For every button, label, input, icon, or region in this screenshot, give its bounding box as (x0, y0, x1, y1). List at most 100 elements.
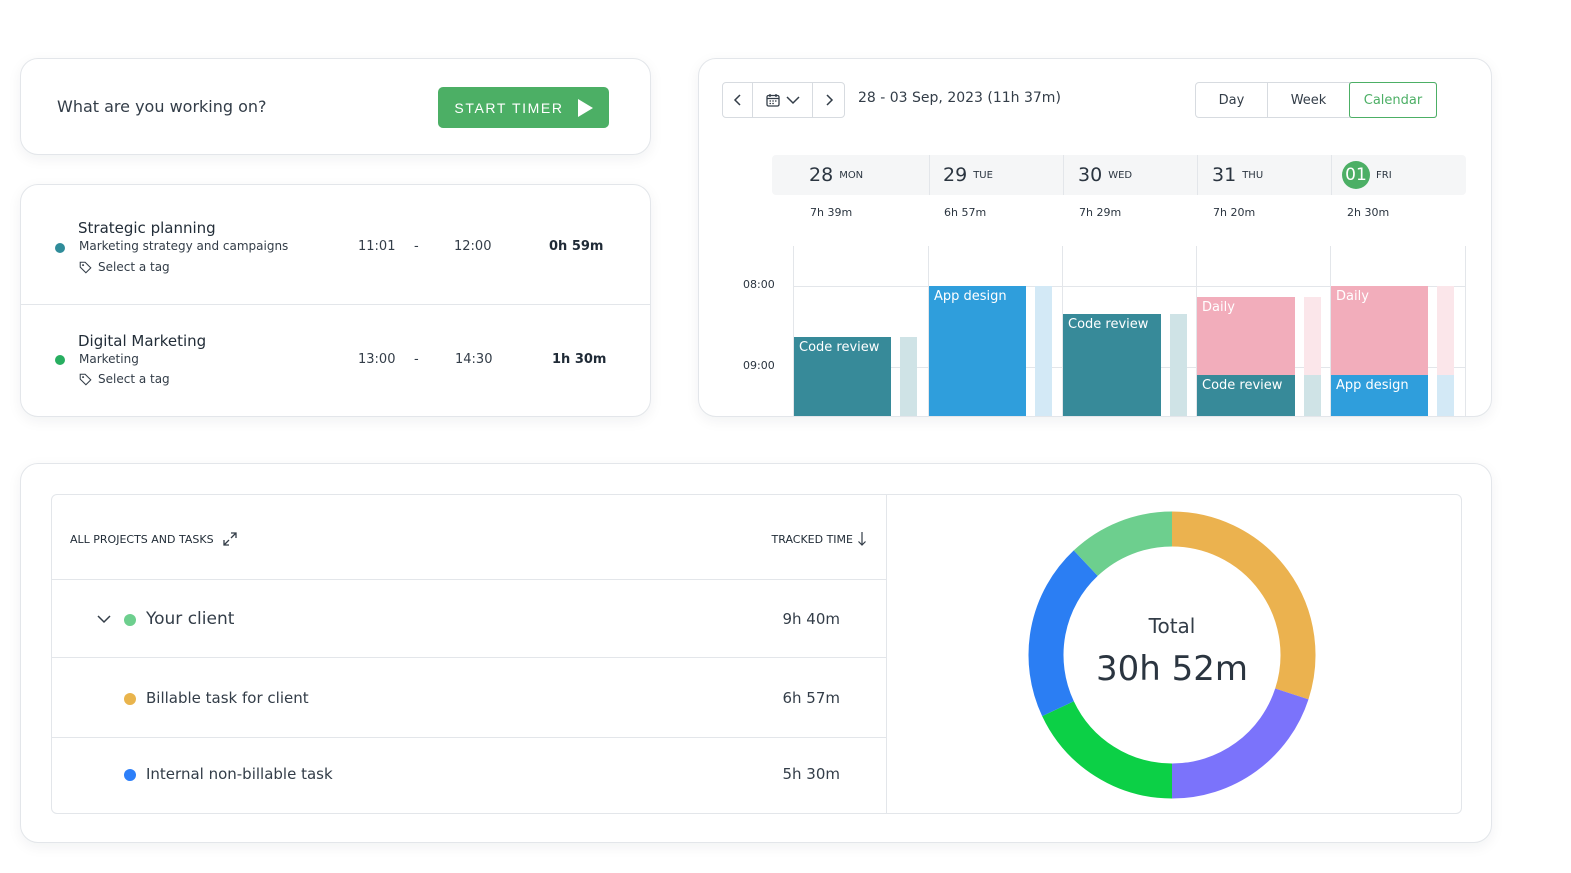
planned-time-block (900, 337, 917, 416)
tag-selector[interactable]: Select a tag (79, 260, 170, 274)
day-separator (1063, 155, 1064, 195)
entry-end-time[interactable]: 12:00 (454, 239, 492, 254)
row-time: 6h 57m (782, 689, 840, 707)
report-panel: ALL PROJECTS AND TASKS TRACKED TIME Your… (51, 494, 1462, 814)
previous-week-button[interactable] (723, 83, 753, 117)
day-header-thu[interactable]: 31 THU (1212, 155, 1263, 195)
time-separator: - (414, 239, 419, 254)
day-total: 7h 20m (1213, 206, 1256, 219)
timer-bar: What are you working on? START TIMER (20, 58, 651, 155)
grid-column-line (793, 246, 794, 416)
entry-start-time[interactable]: 13:00 (358, 352, 396, 367)
donut-total-value: 30h 52m (1095, 649, 1248, 689)
time-entry-block[interactable]: App design (1331, 375, 1428, 416)
day-total: 2h 30m (1347, 206, 1390, 219)
entry-duration[interactable]: 1h 30m (552, 352, 607, 367)
planned-time-block (1035, 286, 1052, 416)
table-row[interactable]: Internal non-billable task 5h 30m (52, 738, 887, 813)
grid-column-line (1062, 246, 1063, 416)
tag-icon (79, 373, 92, 386)
day-header-fri[interactable]: 01 FRI (1342, 155, 1392, 195)
weekday-label: WED (1108, 169, 1133, 181)
chevron-left-icon (733, 94, 741, 106)
entry-duration[interactable]: 0h 59m (549, 239, 604, 254)
planned-time-block (1170, 314, 1187, 416)
time-entry-block[interactable]: Daily (1331, 286, 1428, 376)
day-number: 31 (1212, 164, 1237, 186)
next-week-button[interactable] (813, 83, 844, 117)
day-number: 29 (943, 164, 968, 186)
tag-label: Select a tag (98, 260, 170, 274)
grid-column-line (928, 246, 929, 416)
table-header: ALL PROJECTS AND TASKS TRACKED TIME (52, 495, 887, 580)
donut-slice-0[interactable] (1171, 511, 1316, 700)
view-week-button[interactable]: Week (1268, 83, 1350, 117)
task-color-dot (124, 693, 136, 705)
hour-label: 08:00 (743, 278, 775, 291)
donut-slice-4[interactable] (1073, 511, 1173, 577)
time-entry-block[interactable]: Code review (1197, 375, 1295, 416)
date-navigator (722, 82, 845, 118)
planned-time-block (1437, 375, 1454, 416)
date-picker-button[interactable] (753, 83, 813, 117)
time-entry-block[interactable]: Code review (1063, 314, 1161, 416)
time-entry-block[interactable]: App design (929, 286, 1026, 416)
start-timer-button[interactable]: START TIMER (438, 87, 609, 128)
day-separator (1331, 155, 1332, 195)
entry-end-time[interactable]: 14:30 (455, 352, 493, 367)
column-header-tracked-time[interactable]: TRACKED TIME (772, 531, 867, 547)
column-header-projects: ALL PROJECTS AND TASKS (70, 531, 238, 547)
entry-project[interactable]: Marketing (79, 352, 139, 366)
day-number: 30 (1078, 164, 1103, 186)
day-header-mon[interactable]: 28 MON (809, 155, 863, 195)
grid-hour-line (793, 286, 1465, 287)
play-icon (577, 98, 593, 117)
start-timer-label: START TIMER (454, 99, 564, 116)
time-entries-list: Strategic planning Marketing strategy an… (20, 184, 651, 417)
table-row-group[interactable]: Your client 9h 40m (52, 580, 887, 658)
time-separator: - (414, 352, 419, 367)
tag-selector[interactable]: Select a tag (79, 372, 170, 386)
planned-time-block (1304, 296, 1321, 376)
day-header-wed[interactable]: 30 WED (1078, 155, 1132, 195)
row-label: Internal non-billable task (146, 765, 333, 783)
donut-slice-2[interactable] (1042, 700, 1173, 799)
time-entry[interactable]: Strategic planning Marketing strategy an… (21, 185, 650, 301)
today-date: 01 (1342, 161, 1370, 189)
sort-arrow-down-icon (858, 532, 866, 546)
chevron-down-icon (785, 96, 800, 105)
donut-svg (1028, 511, 1316, 799)
weekday-label: FRI (1376, 169, 1392, 181)
grid-column-line (1465, 246, 1466, 416)
donut-slice-3[interactable] (1028, 550, 1099, 717)
timer-description-input[interactable]: What are you working on? (57, 97, 267, 116)
day-header-tue[interactable]: 29 TUE (943, 155, 993, 195)
donut-slice-1[interactable] (1171, 688, 1309, 799)
entry-title[interactable]: Strategic planning (78, 219, 216, 237)
day-separator (929, 155, 930, 195)
project-color-dot (55, 355, 65, 365)
view-day-button[interactable]: Day (1196, 83, 1268, 117)
entry-project[interactable]: Marketing strategy and campaigns (79, 239, 289, 253)
entry-title[interactable]: Digital Marketing (78, 332, 207, 350)
weekday-label: THU (1242, 169, 1264, 181)
date-range-label: 28 - 03 Sep, 2023 (11h 37m) (858, 90, 1061, 106)
column-header-tracked-time-label: TRACKED TIME (771, 532, 853, 546)
hour-label: 09:00 (743, 359, 775, 372)
chevron-down-icon[interactable] (97, 614, 111, 624)
time-entry[interactable]: Digital Marketing Marketing Select a tag… (21, 304, 650, 416)
calendar-panel: 28 - 03 Sep, 2023 (11h 37m) Day Week Cal… (698, 58, 1492, 417)
time-entry-block[interactable]: Code review (794, 337, 891, 416)
donut-total-label: Total (1148, 614, 1196, 638)
expand-icon[interactable] (222, 531, 238, 547)
weekday-label: TUE (973, 169, 993, 181)
table-row[interactable]: Billable task for client 6h 57m (52, 658, 887, 738)
view-calendar-button[interactable]: Calendar (1349, 82, 1437, 118)
view-switcher: Day Week Calendar (1195, 82, 1437, 118)
entry-start-time[interactable]: 11:01 (358, 239, 396, 254)
day-total: 7h 39m (810, 206, 853, 219)
client-color-dot (124, 614, 136, 626)
row-label: Billable task for client (146, 689, 309, 707)
projects-table: ALL PROJECTS AND TASKS TRACKED TIME Your… (52, 495, 887, 813)
time-entry-block[interactable]: Daily (1197, 296, 1295, 376)
